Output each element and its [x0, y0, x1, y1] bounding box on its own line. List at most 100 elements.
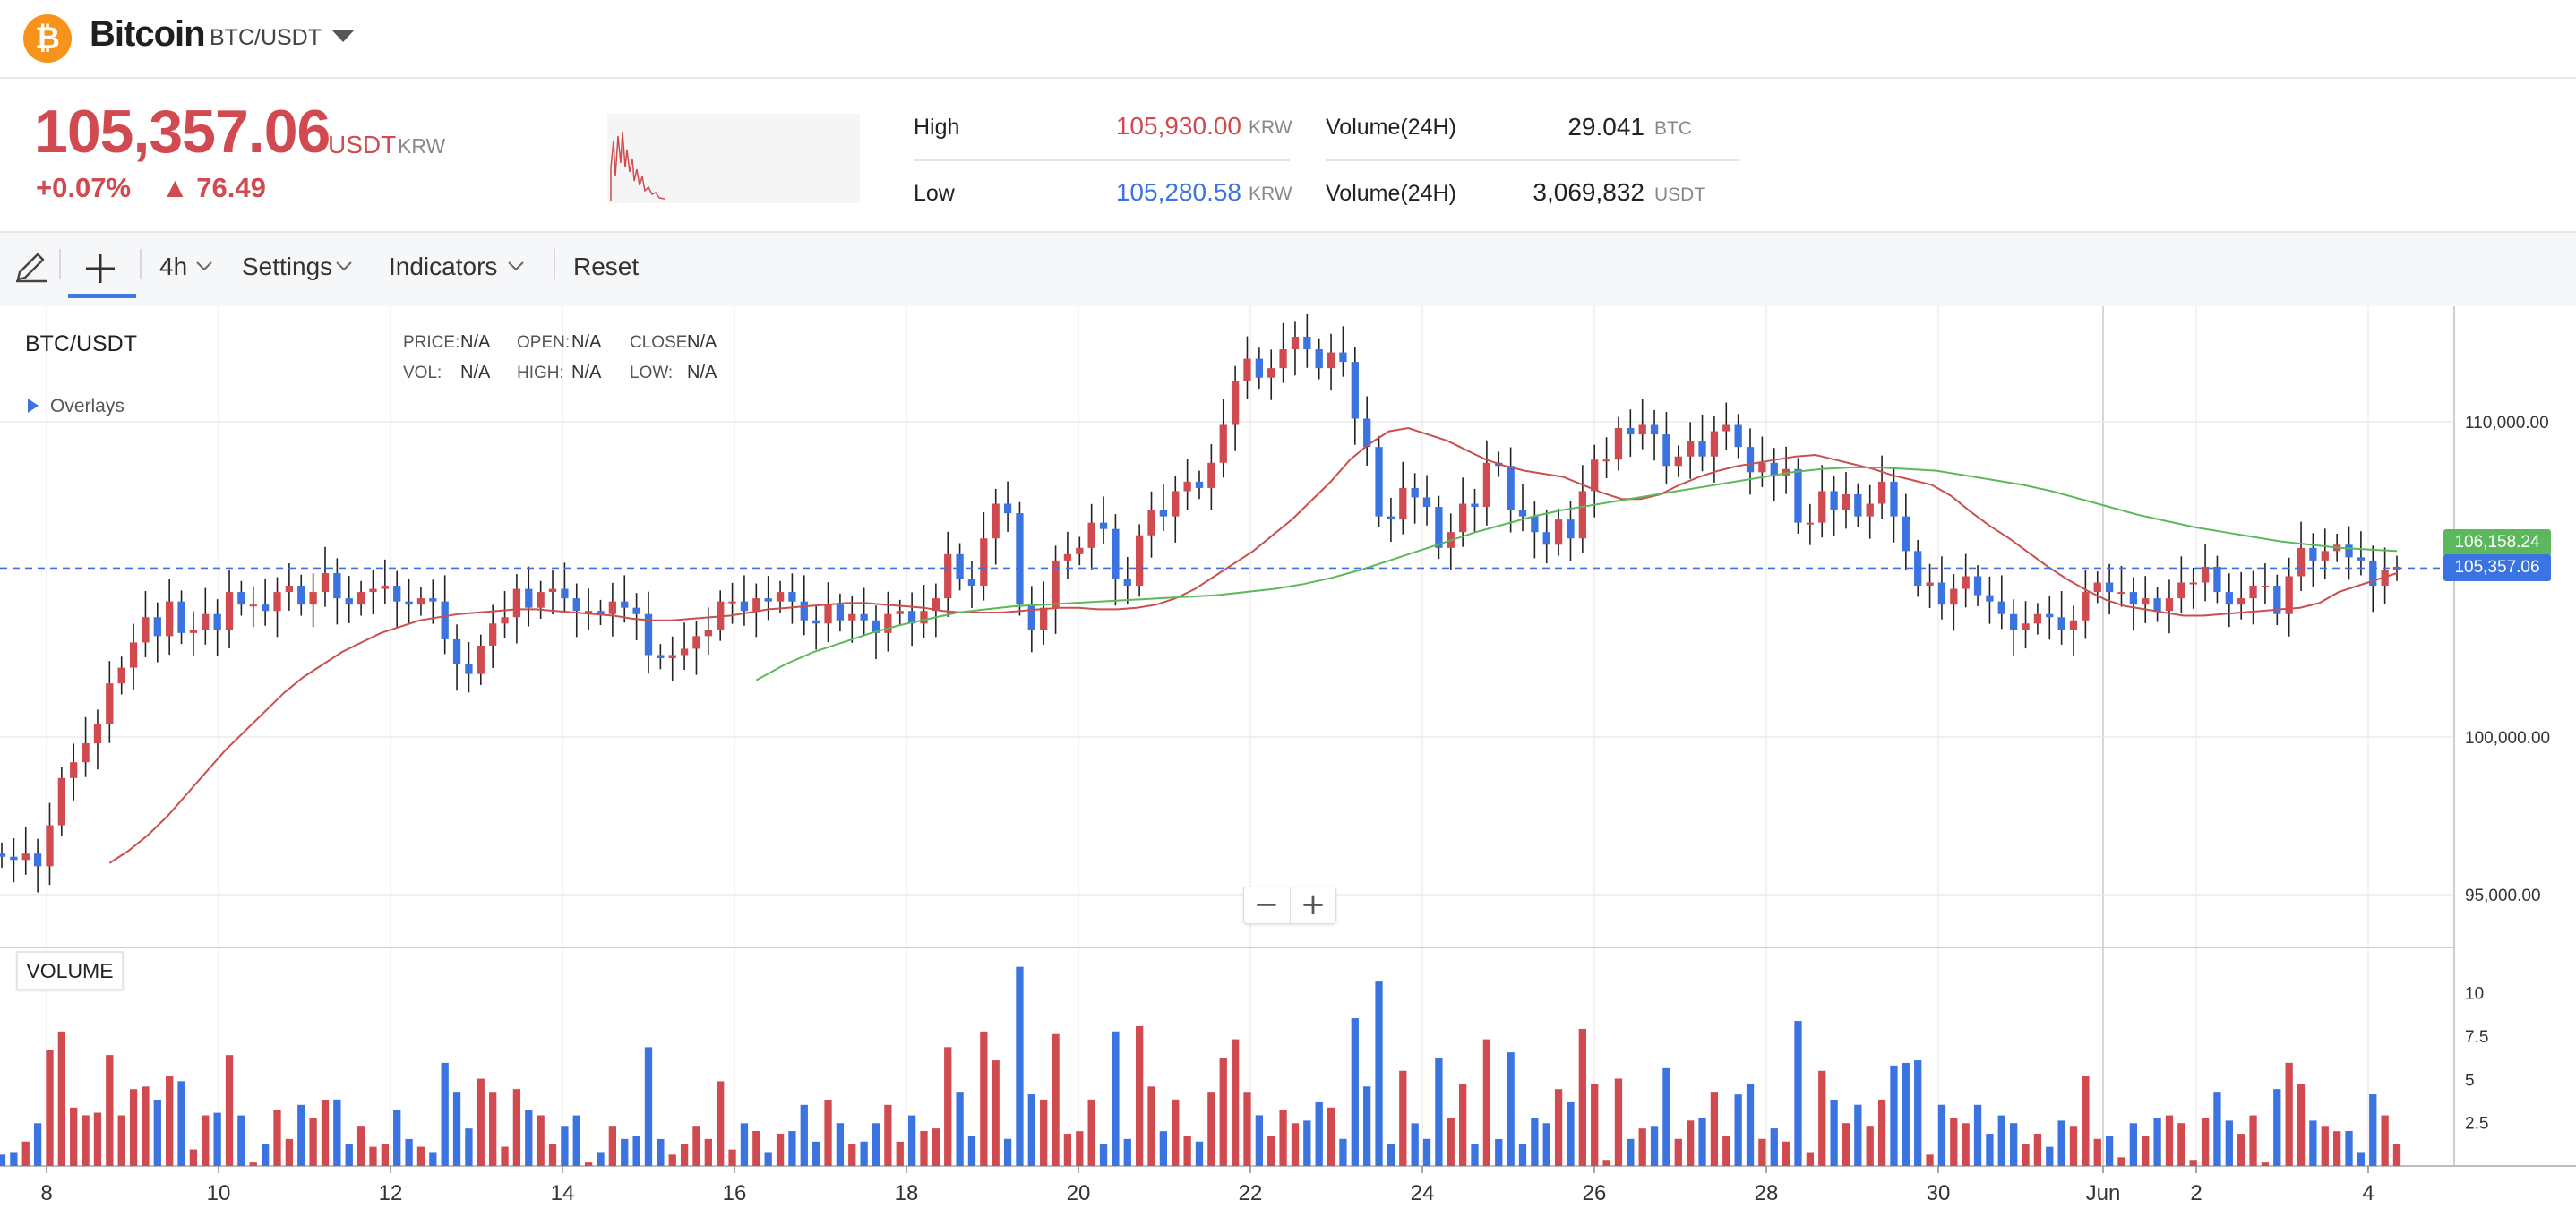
candle-body [429, 598, 437, 602]
candle-body [369, 588, 377, 593]
candle-body [584, 611, 593, 613]
volume-bar [2321, 1126, 2329, 1166]
x-tick-label: 26 [1583, 1181, 1607, 1205]
volume-bar [525, 1110, 533, 1166]
candle-body [142, 617, 150, 643]
chevron-down-icon [336, 261, 352, 271]
candle-body [465, 664, 473, 674]
interval-select[interactable]: 4h [159, 253, 188, 280]
volume-bar [1710, 1092, 1719, 1166]
candle-body [249, 604, 257, 607]
low-unit: KRW [1249, 184, 1292, 204]
candle-body [21, 853, 30, 861]
price-change-absolute: ▲ 76.49 [161, 172, 266, 203]
crosshair-icon[interactable] [82, 251, 118, 287]
indicators-menu[interactable]: Indicators [389, 253, 498, 280]
price-summary [0, 79, 2576, 234]
candle-body [1482, 462, 1491, 508]
volume-bar [1674, 1138, 1682, 1166]
candle-body [1076, 547, 1084, 554]
volume-bar [704, 1138, 712, 1166]
chart-background [0, 306, 2576, 1213]
volume-bar [1243, 1092, 1251, 1166]
volume-bar [1531, 1118, 1539, 1166]
candle-body [441, 601, 449, 639]
coin-selector-dropdown-icon[interactable] [330, 27, 356, 45]
candle-body [2105, 582, 2114, 593]
volume-bar [2177, 1123, 2185, 1166]
volume-bar [1877, 1099, 1886, 1166]
volume-bar [1003, 1138, 1012, 1166]
candle-body [548, 588, 557, 593]
volume-bar [907, 1115, 916, 1166]
candle-body [2093, 582, 2101, 593]
volume-bar [321, 1100, 330, 1166]
volume-bar [728, 1149, 736, 1166]
reset-button[interactable]: Reset [573, 253, 640, 280]
volume-bar [1471, 1144, 1479, 1166]
candle-body [189, 630, 198, 633]
price-change-percent: +0.07% [36, 172, 132, 203]
volume-bar [2237, 1134, 2245, 1166]
candle-body [2297, 547, 2306, 577]
overlays-toggle[interactable]: Overlays [50, 396, 125, 416]
volume-bar [2261, 1162, 2270, 1166]
x-tick-label: Jun [2086, 1181, 2121, 1205]
volume-bar [1422, 1138, 1431, 1166]
candle-body [57, 777, 65, 826]
candle-body [597, 611, 605, 614]
volume-bar [1482, 1039, 1491, 1166]
volume-bar [717, 1081, 725, 1166]
volume-bar [153, 1100, 161, 1166]
volume-bar [1627, 1138, 1635, 1166]
volume-bar [1614, 1078, 1623, 1166]
zoom-in-button[interactable]: + [1290, 887, 1335, 923]
candle-body [561, 588, 569, 599]
candle-body [1231, 381, 1240, 425]
candle-body [1758, 462, 1766, 473]
zoom-out-button[interactable]: − [1253, 887, 1280, 922]
candle-body [1973, 576, 1982, 596]
candle-body [525, 588, 533, 608]
volume-bar [441, 1062, 449, 1166]
candle-body [1327, 352, 1335, 369]
volume-bar [2357, 1152, 2366, 1166]
candle-body [956, 553, 964, 579]
x-tick-label: 20 [1067, 1181, 1091, 1205]
candle-body [1387, 516, 1395, 520]
volume-bar [416, 1146, 425, 1166]
volume-bar [884, 1104, 892, 1166]
volume-bar [2273, 1089, 2281, 1166]
volume-bar [1914, 1060, 1922, 1166]
candlestick-chart[interactable]: 95,000.00 100,000.00 110,000.00 2.5 5 7.5 10 8 1… [0, 306, 2576, 1213]
candle-body [1112, 528, 1120, 579]
volume-bar [1578, 1028, 1586, 1166]
settings-menu[interactable]: Settings [242, 253, 333, 280]
volume-bar [2345, 1130, 2353, 1166]
volume-bar [2201, 1118, 2210, 1166]
volume-bar [1986, 1134, 1994, 1166]
candle-body [285, 586, 294, 593]
candle-body [1195, 481, 1204, 488]
candle-body [1986, 595, 1994, 602]
volume-bar [1063, 1134, 1072, 1166]
candle-body [309, 592, 317, 605]
candle-body [692, 636, 700, 649]
volume-bar [1183, 1136, 1191, 1166]
candle-body [0, 853, 6, 857]
volume-bar [956, 1092, 964, 1166]
volume-bar [1806, 1152, 1815, 1166]
pencil-icon[interactable] [13, 251, 50, 285]
volume-bar [202, 1115, 210, 1166]
candle-body [46, 825, 54, 867]
chart-area[interactable]: 95,000.00 100,000.00 110,000.00 2.5 5 7.5 10 8 1… [0, 306, 2576, 1213]
volume-bar [1830, 1100, 1838, 1166]
high-unit: KRW [1249, 117, 1292, 138]
volume-bar [1650, 1126, 1659, 1166]
candle-body [416, 598, 425, 605]
volume-bar [1279, 1110, 1287, 1166]
expand-triangle-icon[interactable] [27, 398, 39, 414]
volume-bar [1950, 1118, 1958, 1166]
volume-bar [452, 1092, 461, 1166]
ma-long-line [755, 467, 2398, 681]
